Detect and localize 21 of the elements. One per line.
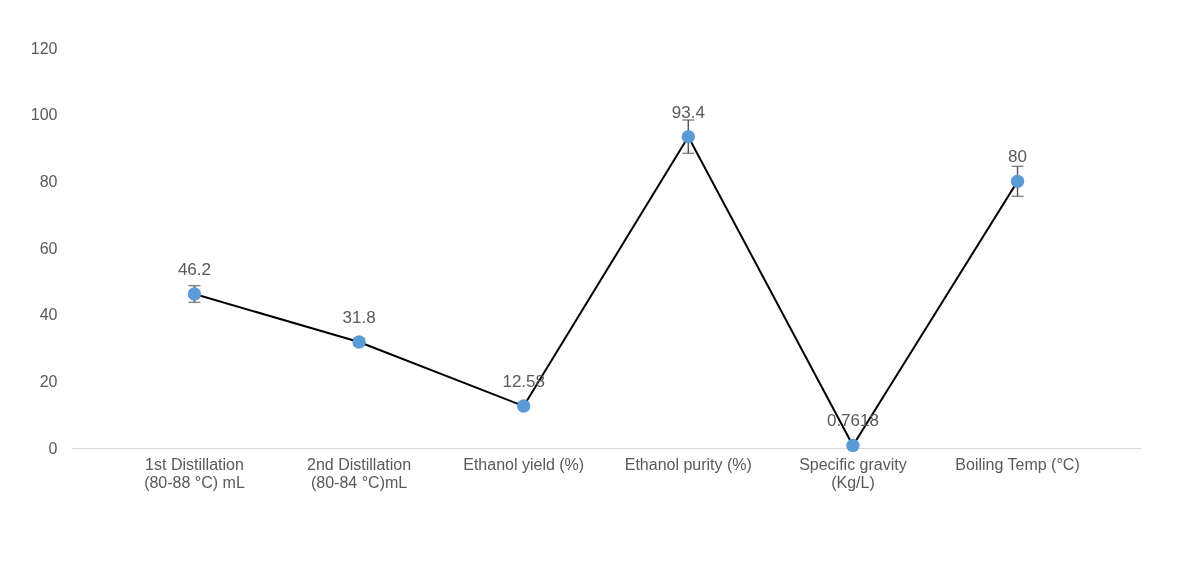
- data-label: 46.2: [177, 260, 212, 279]
- point: [1010, 174, 1025, 189]
- x-tick-label: Ethanol purity (%): [624, 455, 752, 473]
- y-tick-label: 40: [39, 306, 58, 324]
- point: [681, 129, 696, 144]
- y-tick-label: 120: [30, 39, 58, 57]
- y-tick-label: 0: [48, 439, 58, 457]
- y-tick-label: 80: [39, 172, 58, 190]
- x-tick-label: 2nd Distillation (80-84 °C)mL: [307, 455, 412, 491]
- x-tick-label: Specific gravity (Kg/L): [799, 455, 907, 491]
- y-tick-label: 100: [30, 106, 58, 124]
- point: [516, 399, 531, 413]
- y-tick-label: 60: [39, 239, 58, 257]
- x-tick-label: Ethanol yield (%): [463, 455, 585, 473]
- data-label: 93.4: [671, 102, 705, 122]
- data-label: 80: [1008, 147, 1027, 167]
- data-label: 31.8: [342, 308, 376, 327]
- point: [846, 438, 860, 453]
- x-tick-label: 1st Distillation (80-88 °C) mL: [144, 455, 245, 491]
- x-tick-label: Boiling Temp (°C): [955, 455, 1080, 473]
- y-tick-label: 20: [39, 372, 58, 390]
